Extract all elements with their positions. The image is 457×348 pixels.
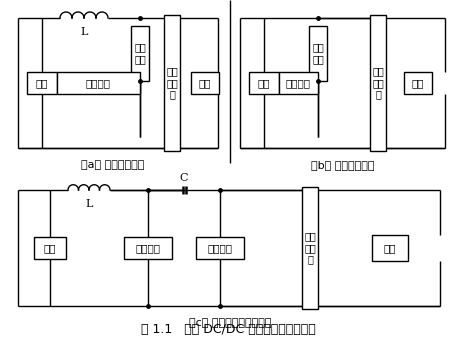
Bar	[164, 15, 180, 151]
Text: 降压
变换
器: 降压 变换 器	[372, 66, 384, 100]
Bar	[131, 25, 149, 80]
Text: 降压
变换
器: 降压 变换 器	[304, 231, 316, 264]
Bar	[196, 237, 244, 259]
Text: 双向开关: 双向开关	[86, 78, 111, 88]
Bar	[309, 25, 327, 80]
Text: 负载: 负载	[384, 243, 396, 253]
Bar	[34, 237, 66, 259]
Text: 双向开关: 双向开关	[135, 243, 160, 253]
Bar	[27, 72, 57, 94]
Text: 电源: 电源	[36, 78, 48, 88]
Bar	[370, 15, 386, 151]
Text: C: C	[180, 173, 188, 183]
Text: 降压
变换
器: 降压 变换 器	[166, 66, 178, 100]
Text: （b） 电压降压电路: （b） 电压降压电路	[311, 160, 375, 170]
Text: 电源: 电源	[258, 78, 270, 88]
Text: 双向开关: 双向开关	[207, 243, 233, 253]
Text: 负载: 负载	[199, 78, 211, 88]
Text: （c） 电压提升与降压电路: （c） 电压提升与降压电路	[189, 318, 271, 328]
Bar	[191, 72, 219, 94]
Bar	[302, 187, 318, 309]
Text: 负载: 负载	[412, 78, 424, 88]
Text: 电源: 电源	[44, 243, 56, 253]
Text: （a） 电压提升电路: （a） 电压提升电路	[81, 160, 145, 170]
Text: 双向
开关: 双向 开关	[312, 42, 324, 64]
Bar	[124, 237, 172, 259]
Text: 双向
开关: 双向 开关	[134, 42, 146, 64]
Text: L: L	[85, 199, 93, 209]
Text: 双向开关: 双向开关	[286, 78, 311, 88]
Bar	[372, 235, 408, 261]
Text: 图 1.1   基于 DC/DC 变换的交流调压电路: 图 1.1 基于 DC/DC 变换的交流调压电路	[141, 323, 315, 336]
Bar	[404, 72, 432, 94]
Bar	[57, 72, 140, 94]
Bar	[249, 72, 279, 94]
Bar	[279, 72, 318, 94]
Text: L: L	[80, 27, 88, 37]
